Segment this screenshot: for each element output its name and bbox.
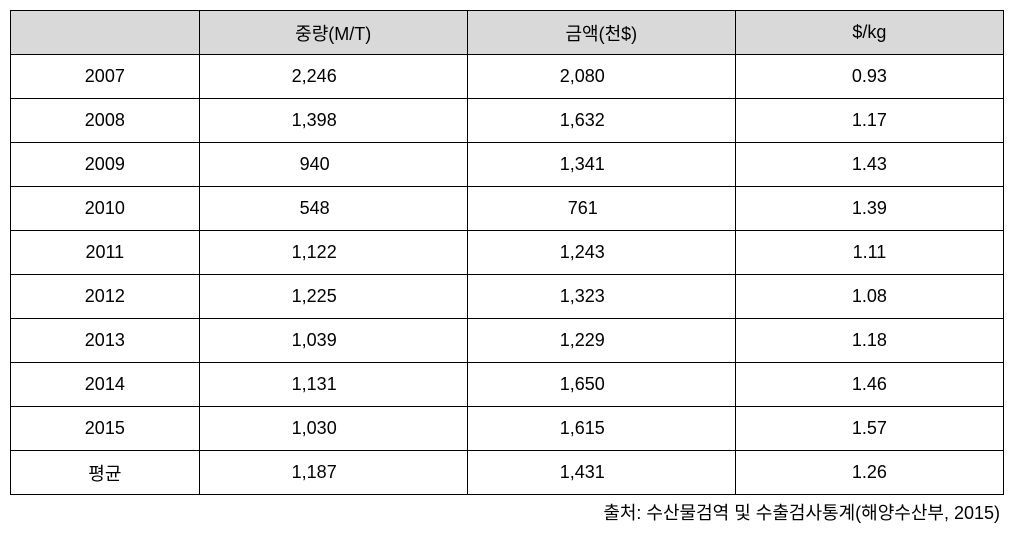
cell-price: 1.26 xyxy=(735,451,1003,495)
cell-year: 2013 xyxy=(11,319,200,363)
cell-year: 2011 xyxy=(11,231,200,275)
cell-price: 1.11 xyxy=(735,231,1003,275)
cell-year: 2015 xyxy=(11,407,200,451)
cell-year: 2014 xyxy=(11,363,200,407)
cell-weight: 940 xyxy=(199,143,467,187)
table-row: 2009 940 1,341 1.43 xyxy=(11,143,1004,187)
cell-amount: 761 xyxy=(467,187,735,231)
cell-amount: 1,229 xyxy=(467,319,735,363)
cell-weight: 1,187 xyxy=(199,451,467,495)
cell-price: 1.46 xyxy=(735,363,1003,407)
cell-amount: 1,243 xyxy=(467,231,735,275)
cell-price: 0.93 xyxy=(735,55,1003,99)
table-row: 2015 1,030 1,615 1.57 xyxy=(11,407,1004,451)
cell-amount: 1,615 xyxy=(467,407,735,451)
table-row: 2008 1,398 1,632 1.17 xyxy=(11,99,1004,143)
cell-weight: 1,225 xyxy=(199,275,467,319)
cell-weight: 1,030 xyxy=(199,407,467,451)
header-price: $/kg xyxy=(735,11,1003,55)
cell-year: 평균 xyxy=(11,451,200,495)
header-amount: 금액(천$) xyxy=(467,11,735,55)
table-header-row: 중량(M/T) 금액(천$) $/kg xyxy=(11,11,1004,55)
cell-amount: 1,431 xyxy=(467,451,735,495)
header-year xyxy=(11,11,200,55)
cell-weight: 548 xyxy=(199,187,467,231)
data-table: 중량(M/T) 금액(천$) $/kg 2007 2,246 2,080 0.9… xyxy=(10,10,1004,495)
cell-weight: 1,131 xyxy=(199,363,467,407)
header-weight: 중량(M/T) xyxy=(199,11,467,55)
cell-weight: 1,039 xyxy=(199,319,467,363)
cell-amount: 1,341 xyxy=(467,143,735,187)
cell-year: 2007 xyxy=(11,55,200,99)
source-note: 출처: 수산물검역 및 수출검사통계(해양수산부, 2015) xyxy=(10,499,1004,525)
cell-amount: 1,323 xyxy=(467,275,735,319)
table-row: 2012 1,225 1,323 1.08 xyxy=(11,275,1004,319)
cell-amount: 1,650 xyxy=(467,363,735,407)
cell-price: 1.08 xyxy=(735,275,1003,319)
cell-weight: 1,122 xyxy=(199,231,467,275)
table-row: 2011 1,122 1,243 1.11 xyxy=(11,231,1004,275)
table-row: 2007 2,246 2,080 0.93 xyxy=(11,55,1004,99)
cell-year: 2012 xyxy=(11,275,200,319)
cell-weight: 2,246 xyxy=(199,55,467,99)
cell-price: 1.39 xyxy=(735,187,1003,231)
cell-price: 1.18 xyxy=(735,319,1003,363)
cell-price: 1.43 xyxy=(735,143,1003,187)
table-row: 2013 1,039 1,229 1.18 xyxy=(11,319,1004,363)
cell-amount: 1,632 xyxy=(467,99,735,143)
cell-price: 1.57 xyxy=(735,407,1003,451)
cell-year: 2010 xyxy=(11,187,200,231)
cell-price: 1.17 xyxy=(735,99,1003,143)
cell-weight: 1,398 xyxy=(199,99,467,143)
cell-year: 2009 xyxy=(11,143,200,187)
table-row: 2010 548 761 1.39 xyxy=(11,187,1004,231)
table-row: 평균 1,187 1,431 1.26 xyxy=(11,451,1004,495)
cell-year: 2008 xyxy=(11,99,200,143)
table-row: 2014 1,131 1,650 1.46 xyxy=(11,363,1004,407)
cell-amount: 2,080 xyxy=(467,55,735,99)
